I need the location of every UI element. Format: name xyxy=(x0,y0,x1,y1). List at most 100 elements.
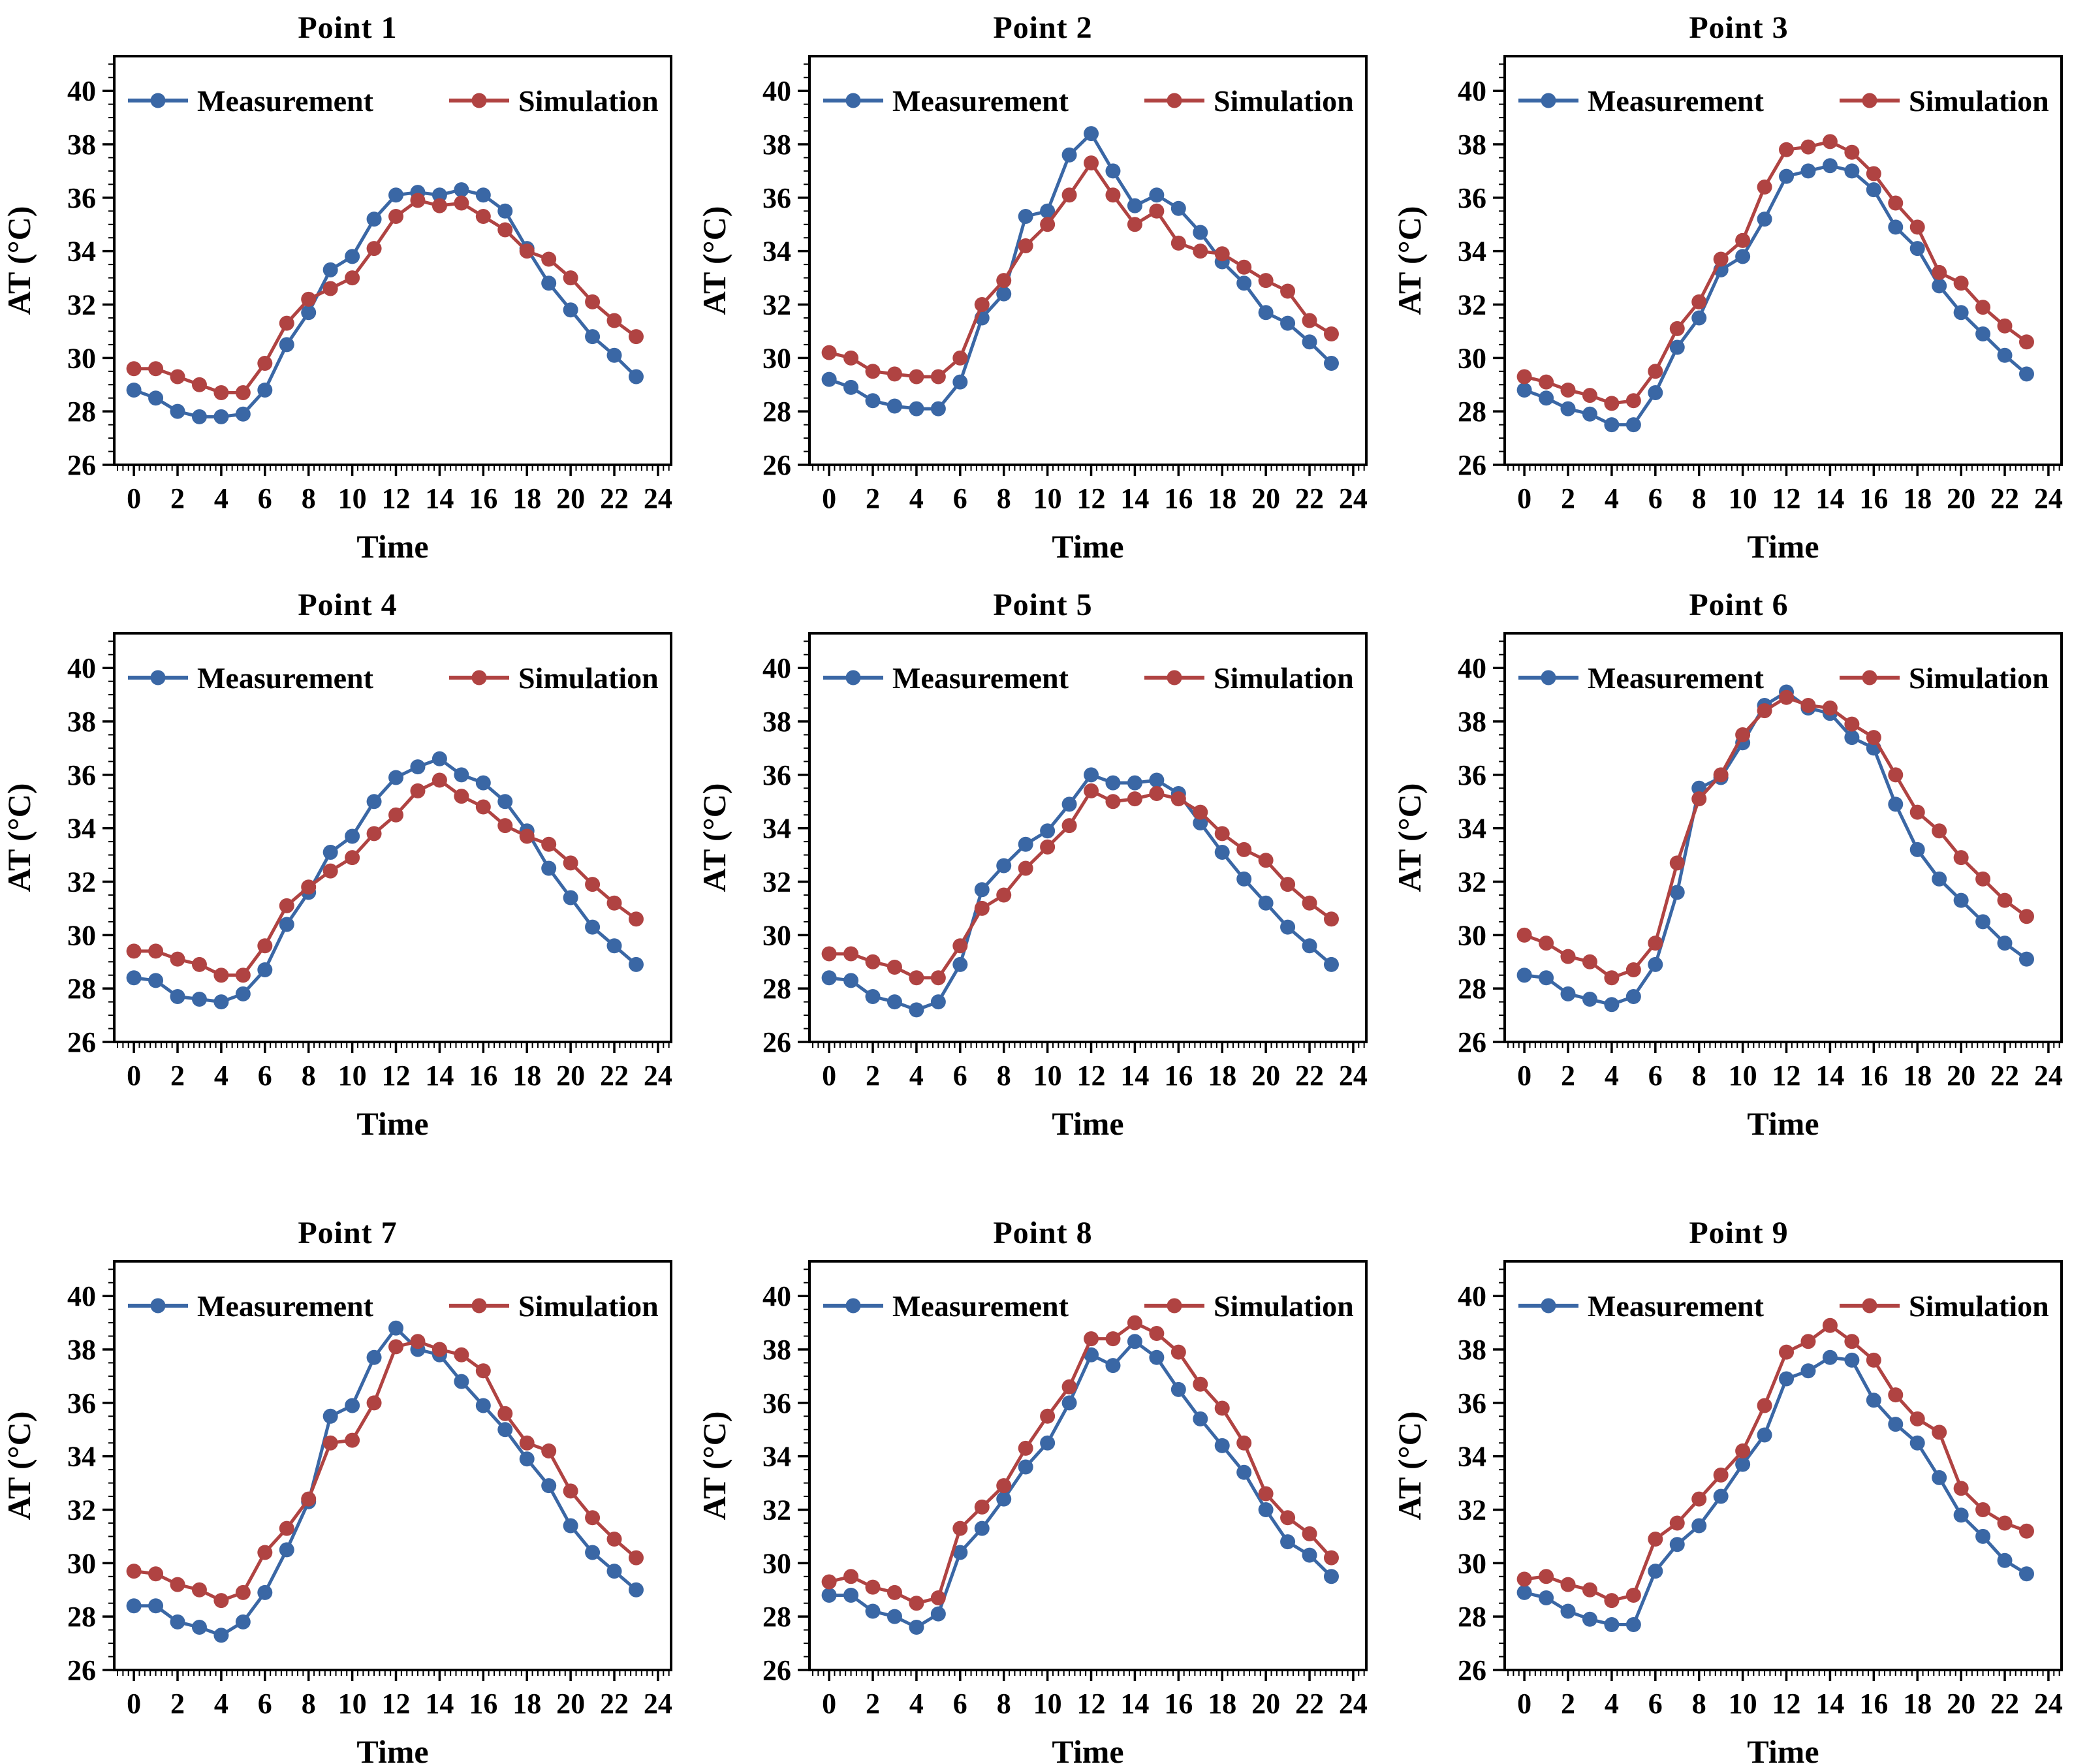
data-point-marker xyxy=(432,1342,447,1357)
data-point-marker xyxy=(1105,163,1121,179)
data-point-marker xyxy=(887,366,902,382)
svg-text:34: 34 xyxy=(762,813,791,845)
data-point-marker xyxy=(410,1334,426,1349)
series-simulation xyxy=(1516,134,2034,411)
data-point-marker xyxy=(213,994,229,1010)
data-point-marker xyxy=(1625,1587,1641,1603)
data-point-marker xyxy=(126,970,142,986)
svg-text:34: 34 xyxy=(67,813,96,845)
x-axis-label: Time xyxy=(1747,1733,1819,1764)
data-point-marker xyxy=(1625,393,1641,409)
data-point-marker xyxy=(1582,954,1597,969)
data-point-marker xyxy=(1866,1352,1881,1368)
svg-text:16: 16 xyxy=(469,1688,497,1720)
data-point-marker xyxy=(1084,767,1099,783)
svg-text:2: 2 xyxy=(170,1688,185,1720)
data-point-marker xyxy=(1258,1486,1274,1502)
data-point-marker xyxy=(1604,1593,1620,1609)
data-point-marker xyxy=(1669,339,1685,355)
data-point-marker xyxy=(606,1564,622,1579)
data-point-marker xyxy=(628,369,644,385)
plot-frame xyxy=(808,1260,1368,1671)
data-point-marker xyxy=(366,1395,382,1411)
data-point-marker xyxy=(235,406,251,422)
data-point-marker xyxy=(1888,195,1904,211)
svg-text:20: 20 xyxy=(1251,1688,1280,1720)
data-point-marker xyxy=(1735,727,1751,742)
svg-text:4: 4 xyxy=(1605,1688,1619,1720)
series-measurement xyxy=(821,1334,1339,1635)
svg-text:34: 34 xyxy=(1458,1441,1486,1473)
data-point-marker xyxy=(821,1574,837,1590)
data-point-marker xyxy=(497,1422,513,1438)
svg-text:12: 12 xyxy=(1077,482,1106,514)
data-point-marker xyxy=(1323,911,1339,927)
data-point-marker xyxy=(974,1520,990,1536)
data-point-marker xyxy=(1323,356,1339,371)
svg-text:40: 40 xyxy=(1458,1280,1486,1312)
svg-text:30: 30 xyxy=(762,1547,791,1579)
data-point-marker xyxy=(191,409,207,424)
data-point-marker xyxy=(1193,1411,1208,1426)
data-point-marker xyxy=(410,783,426,798)
data-point-marker xyxy=(235,986,251,1001)
svg-text:Measurement: Measurement xyxy=(197,1289,374,1323)
data-point-marker xyxy=(1149,772,1165,788)
svg-text:Measurement: Measurement xyxy=(1588,1289,1765,1323)
data-point-marker xyxy=(585,877,601,892)
data-point-marker xyxy=(1997,318,2013,334)
svg-text:10: 10 xyxy=(338,1688,367,1720)
chart-title: Point 4 xyxy=(298,588,398,622)
data-point-marker xyxy=(821,345,837,360)
series-measurement xyxy=(126,182,644,424)
svg-text:20: 20 xyxy=(1251,1060,1280,1092)
chart-title: Point 2 xyxy=(993,10,1093,45)
svg-text:2: 2 xyxy=(170,482,185,514)
data-point-marker xyxy=(1323,326,1339,342)
svg-text:Simulation: Simulation xyxy=(1909,1289,2049,1323)
data-point-marker xyxy=(322,1408,338,1424)
svg-text:22: 22 xyxy=(600,1688,629,1720)
svg-text:16: 16 xyxy=(1859,1688,1888,1720)
data-point-marker xyxy=(1040,203,1056,219)
svg-text:36: 36 xyxy=(762,1387,791,1419)
data-point-marker xyxy=(366,212,382,227)
data-point-marker xyxy=(1779,1344,1795,1360)
data-point-marker xyxy=(1713,1488,1729,1504)
svg-text:34: 34 xyxy=(1458,813,1486,845)
data-point-marker xyxy=(1302,938,1317,954)
data-point-marker xyxy=(1280,1534,1296,1550)
data-point-marker xyxy=(606,1532,622,1547)
svg-text:20: 20 xyxy=(556,482,585,514)
data-point-marker xyxy=(1691,310,1707,326)
svg-text:16: 16 xyxy=(1164,482,1193,514)
data-point-marker xyxy=(1105,1358,1121,1374)
line-chart-svg: 0 2 4 6 8 10 12 14 16 18 20 22 242628303234363840Tim… xyxy=(1391,55,2063,565)
chart-point-9: Point 9 0 2 4 6 8 10 12 14 16 18 20 22 24 26 28 30 32 34 3… xyxy=(1390,1154,2087,1764)
data-point-marker xyxy=(301,305,317,321)
data-point-marker xyxy=(974,1499,990,1515)
data-point-marker xyxy=(235,968,251,983)
data-point-marker xyxy=(843,379,859,395)
data-point-marker xyxy=(213,385,229,401)
data-point-marker xyxy=(606,347,622,363)
chart-point-4: Point 4 0 2 4 6 8 10 12 14 16 18 20 22 24 26 28 30 32 34 3… xyxy=(0,577,695,1154)
svg-text:Measurement: Measurement xyxy=(892,661,1069,695)
chart-title: Point 1 xyxy=(298,10,398,45)
svg-text:34: 34 xyxy=(67,236,96,268)
svg-text:8: 8 xyxy=(997,1688,1011,1720)
chart-title: Point 8 xyxy=(993,1216,1093,1250)
data-point-marker xyxy=(1084,1347,1099,1362)
svg-text:28: 28 xyxy=(1458,1601,1486,1633)
series-simulation xyxy=(1516,1317,2034,1609)
data-point-marker xyxy=(388,770,404,785)
chart-title: Point 9 xyxy=(1689,1216,1789,1250)
data-point-marker xyxy=(322,845,338,860)
data-point-marker xyxy=(541,1478,557,1494)
data-point-marker xyxy=(366,1349,382,1365)
data-point-marker xyxy=(1539,374,1554,390)
axis-ticks xyxy=(102,1268,670,1681)
data-point-marker xyxy=(454,789,469,804)
data-point-marker xyxy=(279,917,294,932)
